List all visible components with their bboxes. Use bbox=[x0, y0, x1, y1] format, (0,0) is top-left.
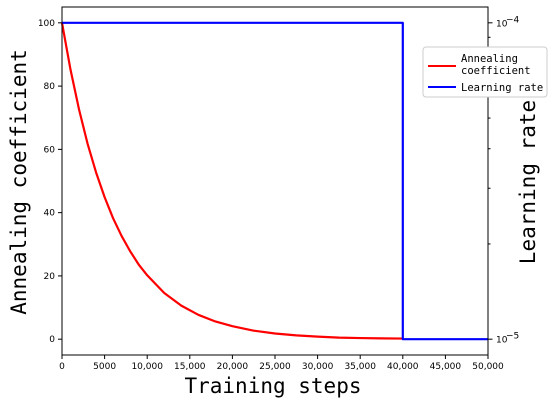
legend-label-annealing-line1: Annealing bbox=[461, 53, 518, 65]
x-tick-label: 35,000 bbox=[344, 362, 376, 372]
series-line-learning-rate bbox=[62, 21, 488, 341]
x-tick-label: 20,000 bbox=[217, 362, 249, 372]
y-right-tick-base: 10 bbox=[496, 19, 508, 29]
y-right-tick-base: 10 bbox=[496, 336, 508, 346]
y-right-tick-exponent: −5 bbox=[506, 332, 519, 342]
y-axis-right-title: Learning rate bbox=[516, 100, 540, 264]
x-tick-label: 45,000 bbox=[430, 362, 462, 372]
x-tick-label: 10,000 bbox=[131, 362, 163, 372]
legend-label-learning-rate: Learning rate bbox=[461, 82, 543, 94]
x-tick-label: 50,000 bbox=[472, 362, 504, 372]
legend: Annealing coefficient Learning rate bbox=[422, 46, 548, 98]
y-left-tick-label: 0 bbox=[49, 335, 55, 345]
x-axis-title: Training steps bbox=[184, 374, 361, 398]
y-left-tick-label: 20 bbox=[44, 272, 56, 282]
x-tick-label: 25,000 bbox=[259, 362, 291, 372]
y-right-tick-exponent: −4 bbox=[506, 15, 520, 25]
y-left-tick-label: 60 bbox=[44, 145, 56, 155]
legend-box bbox=[422, 46, 548, 98]
plot-frame bbox=[61, 6, 489, 356]
y-left-tick-label: 100 bbox=[38, 19, 55, 29]
x-tick-label: 0 bbox=[59, 362, 65, 372]
x-tick-label: 15,000 bbox=[174, 362, 206, 372]
legend-label-annealing-line2: coefficient bbox=[461, 65, 531, 77]
x-tick-label: 40,000 bbox=[387, 362, 419, 372]
x-tick-label: 5000 bbox=[93, 362, 116, 372]
series-layer bbox=[60, 21, 488, 341]
y-left-tick-label: 80 bbox=[44, 82, 56, 92]
x-tick-label: 30,000 bbox=[302, 362, 334, 372]
y-left-tick-label: 40 bbox=[44, 209, 56, 219]
series-line-annealing-coefficient bbox=[60, 22, 403, 340]
y-axis-left-title: Annealing coefficient bbox=[7, 49, 31, 315]
